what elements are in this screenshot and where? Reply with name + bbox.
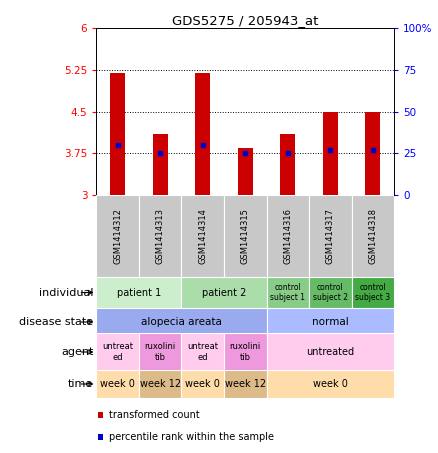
Text: GSM1414316: GSM1414316 [283, 208, 292, 264]
Text: percentile rank within the sample: percentile rank within the sample [109, 432, 274, 442]
Text: control
subject 3: control subject 3 [355, 283, 391, 302]
Bar [99, 434, 102, 440]
Bar [96, 370, 139, 398]
Bar [224, 195, 267, 277]
Text: transformed count: transformed count [109, 410, 200, 420]
Text: disease state: disease state [19, 317, 93, 327]
Text: control
subject 2: control subject 2 [313, 283, 348, 302]
Text: GSM1414312: GSM1414312 [113, 208, 122, 264]
Bar [352, 277, 394, 308]
Bar [96, 333, 139, 371]
Bar [267, 308, 394, 336]
Bar [224, 370, 267, 398]
Bar [99, 412, 102, 418]
Bar [110, 72, 125, 195]
Text: time: time [68, 379, 93, 389]
Bar [139, 195, 181, 277]
Text: patient 1: patient 1 [117, 288, 161, 298]
Bar [96, 195, 139, 277]
Text: agent: agent [61, 347, 93, 357]
Bar [365, 111, 380, 195]
Bar [181, 277, 267, 308]
Bar [153, 134, 168, 195]
Bar [352, 195, 394, 277]
Text: control
subject 1: control subject 1 [270, 283, 305, 302]
Bar [323, 111, 338, 195]
Bar [195, 72, 210, 195]
Bar [309, 277, 352, 308]
Text: GSM1414314: GSM1414314 [198, 208, 207, 264]
Text: GSM1414315: GSM1414315 [241, 208, 250, 264]
Text: untreated: untreated [306, 347, 354, 357]
Text: GSM1414318: GSM1414318 [368, 208, 378, 264]
Text: week 0: week 0 [100, 379, 135, 389]
Text: normal: normal [312, 317, 349, 327]
Bar [224, 333, 267, 371]
Bar [139, 333, 181, 371]
Text: week 12: week 12 [225, 379, 266, 389]
Bar [280, 134, 295, 195]
Bar [96, 277, 181, 308]
Text: ruxolini
tib: ruxolini tib [145, 342, 176, 361]
Title: GDS5275 / 205943_at: GDS5275 / 205943_at [172, 14, 318, 27]
Bar [309, 195, 352, 277]
Text: patient 2: patient 2 [202, 288, 246, 298]
Text: individual: individual [39, 288, 93, 298]
Text: ruxolini
tib: ruxolini tib [230, 342, 261, 361]
Text: week 0: week 0 [185, 379, 220, 389]
Text: untreat
ed: untreat ed [187, 342, 218, 361]
Bar [181, 370, 224, 398]
Bar [181, 195, 224, 277]
Bar [96, 308, 267, 336]
Bar [238, 148, 253, 195]
Bar [267, 333, 394, 371]
Bar [139, 370, 181, 398]
Bar [267, 277, 309, 308]
Text: GSM1414313: GSM1414313 [155, 208, 165, 264]
Text: GSM1414317: GSM1414317 [326, 208, 335, 264]
Text: week 12: week 12 [140, 379, 181, 389]
Text: alopecia areata: alopecia areata [141, 317, 222, 327]
Bar [181, 333, 224, 371]
Text: untreat
ed: untreat ed [102, 342, 133, 361]
Bar [267, 195, 309, 277]
Text: week 0: week 0 [313, 379, 348, 389]
Bar [267, 370, 394, 398]
